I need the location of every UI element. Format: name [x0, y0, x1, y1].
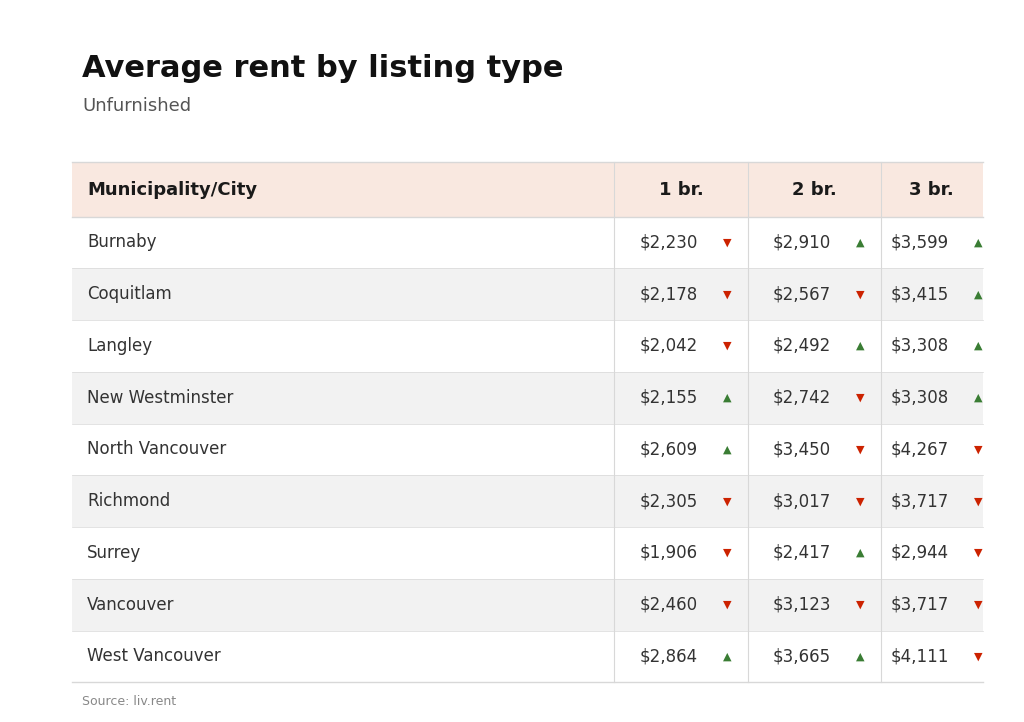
Text: Surrey: Surrey	[87, 544, 141, 562]
Text: ▼: ▼	[974, 496, 982, 506]
Text: ▼: ▼	[723, 341, 731, 351]
Text: $3,717: $3,717	[891, 596, 948, 614]
Text: ▼: ▼	[723, 238, 731, 248]
Text: $2,910: $2,910	[773, 233, 830, 251]
Text: 2 br.: 2 br.	[792, 180, 837, 199]
Text: $3,717: $3,717	[891, 492, 948, 510]
Text: ▼: ▼	[723, 496, 731, 506]
Text: North Vancouver: North Vancouver	[87, 440, 226, 458]
Text: $2,230: $2,230	[639, 233, 698, 251]
Text: ▼: ▼	[974, 548, 982, 558]
Text: Vancouver: Vancouver	[87, 596, 174, 614]
Text: ▼: ▼	[723, 548, 731, 558]
Text: ▲: ▲	[974, 341, 982, 351]
Text: $2,609: $2,609	[640, 440, 697, 458]
Text: $4,111: $4,111	[890, 648, 949, 666]
Text: Municipality/City: Municipality/City	[87, 180, 257, 199]
Text: ▲: ▲	[974, 238, 982, 248]
Text: $2,042: $2,042	[640, 337, 697, 355]
Text: ▼: ▼	[974, 445, 982, 454]
Text: $3,599: $3,599	[891, 233, 948, 251]
Text: ▲: ▲	[856, 651, 864, 661]
Text: Coquitlam: Coquitlam	[87, 285, 172, 303]
Text: $1,906: $1,906	[640, 544, 697, 562]
Text: $2,155: $2,155	[640, 388, 697, 406]
Text: $3,308: $3,308	[891, 337, 948, 355]
Text: ▼: ▼	[974, 600, 982, 609]
Text: New Westminster: New Westminster	[87, 388, 233, 406]
Text: ▲: ▲	[856, 238, 864, 248]
Text: ▲: ▲	[856, 341, 864, 351]
Text: $2,305: $2,305	[640, 492, 697, 510]
Text: $2,417: $2,417	[773, 544, 830, 562]
Text: $3,017: $3,017	[773, 492, 830, 510]
Text: Burnaby: Burnaby	[87, 233, 157, 251]
Text: $2,864: $2,864	[640, 648, 697, 666]
Text: $4,267: $4,267	[891, 440, 948, 458]
Text: ▼: ▼	[856, 393, 864, 403]
Text: $2,460: $2,460	[640, 596, 697, 614]
Text: Richmond: Richmond	[87, 492, 170, 510]
Text: ▼: ▼	[723, 600, 731, 609]
Text: ▼: ▼	[856, 445, 864, 454]
Text: $3,665: $3,665	[773, 648, 830, 666]
Text: $3,123: $3,123	[772, 596, 831, 614]
Text: Average rent by listing type: Average rent by listing type	[82, 54, 563, 83]
Text: ▼: ▼	[856, 600, 864, 609]
Text: $2,944: $2,944	[891, 544, 948, 562]
Text: ▲: ▲	[856, 548, 864, 558]
Text: $2,178: $2,178	[640, 285, 697, 303]
Text: $2,492: $2,492	[773, 337, 830, 355]
Text: $3,450: $3,450	[773, 440, 830, 458]
Text: West Vancouver: West Vancouver	[87, 648, 221, 666]
Text: 1 br.: 1 br.	[658, 180, 703, 199]
Text: ▲: ▲	[723, 651, 731, 661]
Text: ▼: ▼	[856, 496, 864, 506]
Text: ▼: ▼	[856, 290, 864, 299]
Text: $2,742: $2,742	[773, 388, 830, 406]
Text: ▲: ▲	[974, 393, 982, 403]
Text: $2,567: $2,567	[773, 285, 830, 303]
Text: Unfurnished: Unfurnished	[82, 97, 191, 116]
Text: ▲: ▲	[723, 445, 731, 454]
Text: ▲: ▲	[723, 393, 731, 403]
Text: 3 br.: 3 br.	[909, 180, 954, 199]
Text: $3,308: $3,308	[891, 388, 948, 406]
Text: ▼: ▼	[974, 651, 982, 661]
Text: Source: liv.rent: Source: liv.rent	[82, 695, 176, 708]
Text: $3,415: $3,415	[891, 285, 948, 303]
Text: ▲: ▲	[974, 290, 982, 299]
Text: ▼: ▼	[723, 290, 731, 299]
Text: Langley: Langley	[87, 337, 153, 355]
